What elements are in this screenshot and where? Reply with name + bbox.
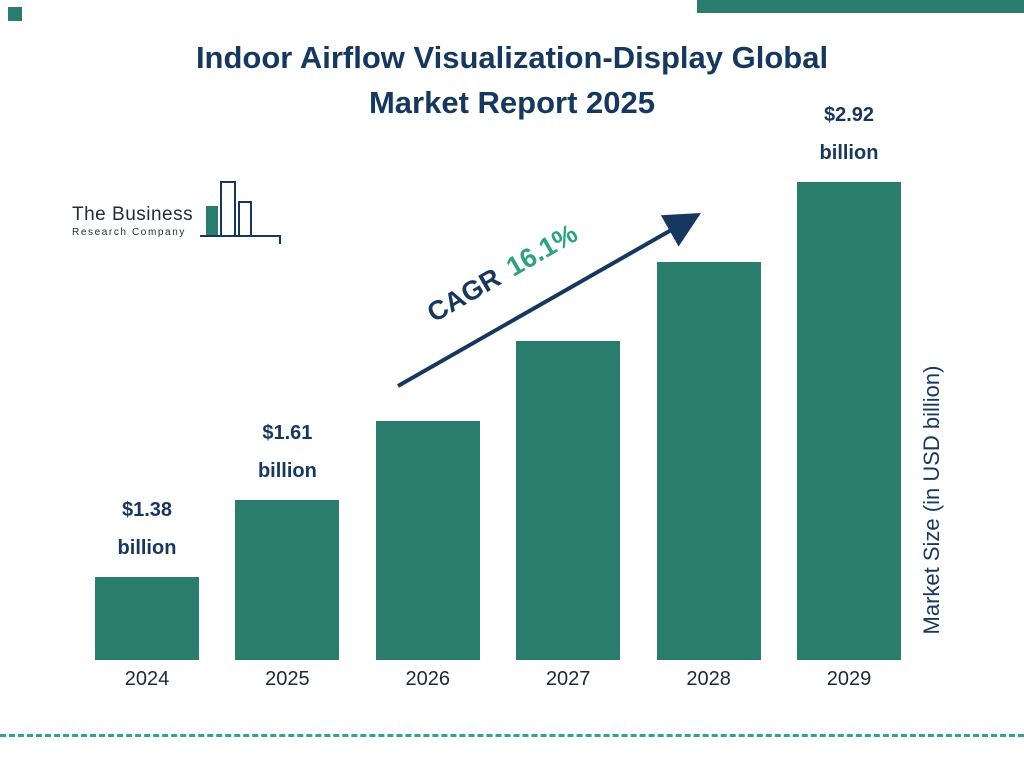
top-accent-bar	[697, 0, 1024, 13]
x-tick-2024: 2024	[124, 668, 170, 690]
bar-2026	[375, 421, 480, 660]
company-logo-name: The Business	[72, 204, 194, 225]
corner-accent-square	[8, 7, 22, 21]
company-logo-text: The Business Research Company	[72, 204, 193, 238]
bar-2025	[235, 500, 340, 660]
x-tick-2028: 2028	[686, 668, 731, 690]
value-unit: billion	[117, 537, 177, 559]
x-tick-2026: 2026	[405, 668, 451, 690]
bar-2029	[797, 182, 901, 660]
x-tick-2027: 2027	[545, 668, 591, 690]
bar-2028	[656, 262, 761, 660]
value-amount: $1.38	[121, 499, 173, 521]
value-unit: billion	[819, 142, 879, 164]
value-label-2024: $1.38 billion	[57, 491, 237, 567]
x-tick-2029: 2029	[826, 668, 872, 690]
company-logo: The Business Research Company	[72, 178, 292, 248]
value-label-2029: $2.92 billion	[759, 96, 939, 172]
y-axis-label: Market Size (in USD billion)	[919, 365, 944, 635]
bar-2027	[516, 341, 621, 660]
company-logo-subname: Research Company	[72, 227, 186, 238]
value-unit: billion	[257, 460, 317, 482]
value-label-2025: $1.61 billion	[197, 414, 377, 490]
x-tick-2025: 2025	[265, 668, 310, 690]
value-amount: $2.92	[823, 104, 875, 126]
value-amount: $1.61	[262, 422, 313, 444]
bottom-dashed-divider	[0, 734, 1024, 737]
bar-2024	[95, 577, 199, 660]
bar-chart-logo-icon	[200, 181, 281, 244]
page-title-line2: Market Report 2025	[368, 84, 655, 120]
page-title-line1: Indoor Airflow Visualization-Display Glo…	[195, 40, 829, 75]
page-title: Indoor Airflow Visualization-Display Glo…	[62, 36, 962, 126]
